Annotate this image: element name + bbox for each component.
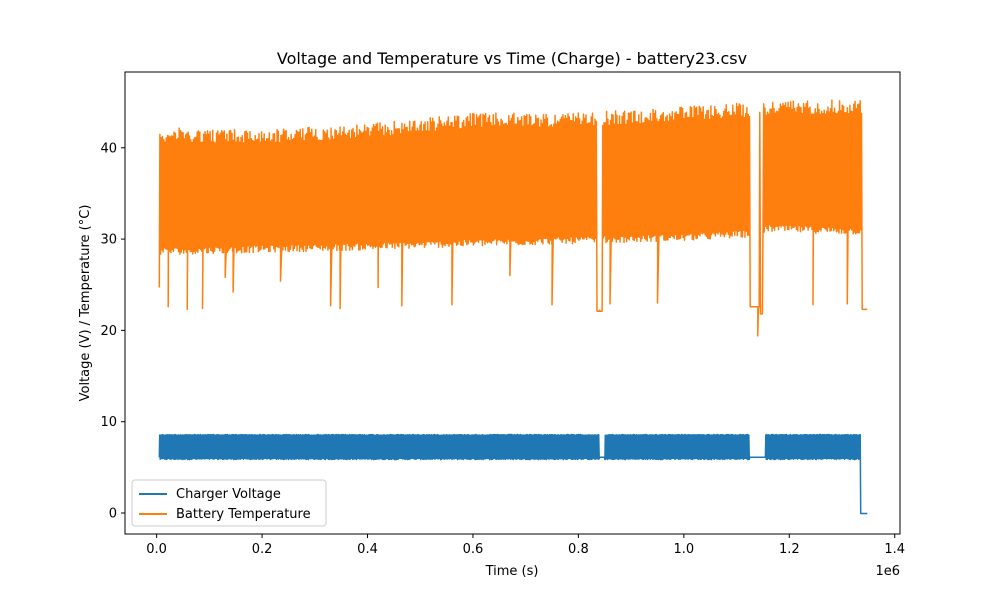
x-axis-label: Time (s) xyxy=(485,564,539,579)
legend-label-battery-temperature: Battery Temperature xyxy=(176,507,311,522)
x-tick-label: 1.0 xyxy=(673,542,694,557)
y-tick-label: 30 xyxy=(100,233,117,248)
x-tick-label: 0.8 xyxy=(568,542,589,557)
x-tick-label: 1.2 xyxy=(779,542,800,557)
y-axis-label: Voltage (V) / Temperature (°C) xyxy=(78,205,93,402)
series-line-battery-temperature xyxy=(158,99,868,337)
x-tick-label: 0.6 xyxy=(463,542,484,557)
x-tick-label: 0.2 xyxy=(252,542,273,557)
x-tick-label: 0.4 xyxy=(357,542,378,557)
y-tick-label: 10 xyxy=(100,415,117,430)
series-line-charger-voltage xyxy=(158,433,868,515)
y-tick-label: 20 xyxy=(100,324,117,339)
plot-area-frame xyxy=(124,71,901,535)
y-tick-label: 0 xyxy=(109,507,117,522)
legend: Charger Voltage Battery Temperature xyxy=(131,479,327,527)
chart-title: Voltage and Temperature vs Time (Charge)… xyxy=(277,49,747,68)
y-axis: 0 10 20 30 40 xyxy=(100,141,125,522)
legend-box xyxy=(131,479,327,527)
x-axis: 0.0 0.2 0.4 0.6 0.8 1.0 1.2 1.4 xyxy=(146,534,905,557)
x-axis-offset-label: 1e6 xyxy=(875,564,900,579)
x-tick-label: 0.0 xyxy=(146,542,167,557)
x-tick-label: 1.4 xyxy=(884,542,905,557)
series-layer xyxy=(158,99,868,515)
legend-label-charger-voltage: Charger Voltage xyxy=(176,487,281,502)
y-tick-label: 40 xyxy=(100,141,117,156)
